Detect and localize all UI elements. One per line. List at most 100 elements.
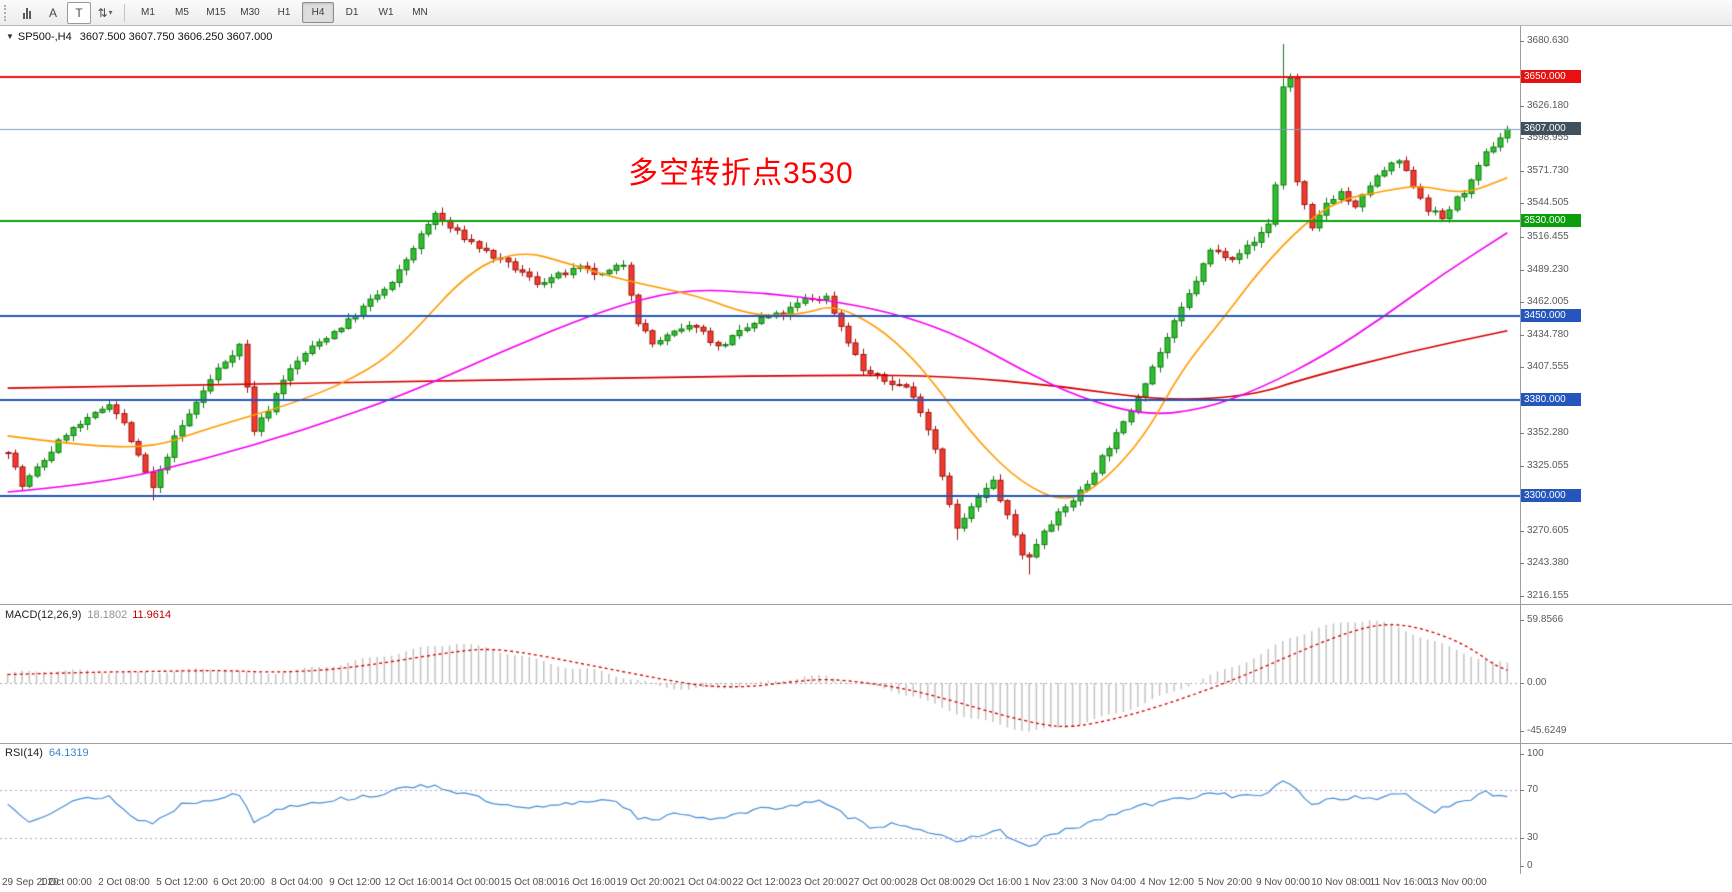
time-axis-label: 4 Nov 12:00 [1140,877,1194,888]
chart-bars-icon[interactable] [15,2,39,24]
rsi-axis-label: 30 [1527,832,1539,843]
axis-tick [1520,138,1524,139]
time-axis-label: 9 Nov 00:00 [1256,877,1310,888]
time-axis-label: 5 Nov 20:00 [1198,877,1252,888]
chart-area: ▼ SP500-,H4 3607.500 3607.750 3606.250 360… [0,26,1732,892]
macd-axis-label: 59.8566 [1527,614,1564,625]
rsi-axis-label: 100 [1527,748,1544,759]
time-axis-label: 13 Nov 00:00 [1427,877,1487,888]
tool-icons-group: A T ⇅ ▾ [14,1,118,24]
price-axis-label: 3462.005 [1527,296,1569,307]
panel-separator-macd[interactable] [0,604,1732,605]
time-scale[interactable]: 29 Sep 2020 1 Oct 00:00 2 Oct 08:00 5 Oct 1… [0,874,1732,892]
tf-button-H4[interactable]: H4 [302,2,334,23]
axis-tick [1520,367,1524,368]
time-axis-label: 29 Sep 2020 [2,877,59,888]
axis-tick [1520,620,1524,621]
time-axis-label: 6 Oct 20:00 [213,877,265,888]
time-axis-label: 8 Oct 04:00 [271,877,323,888]
arrow-tools-icon[interactable]: ⇅ ▾ [97,5,113,20]
time-axis-label: 15 Oct 08:00 [500,877,558,888]
dropdown-caret-icon: ▾ [108,8,113,17]
axis-tick [1520,838,1524,839]
tf-button-H1[interactable]: H1 [277,7,291,18]
axis-tick [1520,683,1524,684]
axis-tick [1520,203,1524,204]
axis-tick [1520,596,1524,597]
price-level-badge: 3650.000 [1521,70,1581,83]
macd-axis-label: -45.6249 [1527,725,1567,736]
price-level-badge: 3380.000 [1521,393,1581,406]
price-axis-label: 3516.455 [1527,231,1569,242]
chart-text-annotation[interactable]: 多空转折点3530 [628,157,854,190]
time-axis-label: 19 Oct 20:00 [616,877,674,888]
time-axis-label: 21 Oct 04:00 [674,877,732,888]
time-axis-label: 3 Nov 04:00 [1082,877,1136,888]
axis-tick [1520,466,1524,467]
time-axis-label: 10 Nov 08:00 [1311,877,1371,888]
time-axis-label: 28 Oct 08:00 [906,877,964,888]
price-axis-label: 3243.380 [1527,557,1569,568]
tf-button-MN[interactable]: MN [412,7,428,18]
time-axis-label: 12 Oct 16:00 [384,877,442,888]
axis-tick [1520,302,1524,303]
macd-header: MACD(12,26,9) 18.1802 11.9614 [5,609,171,621]
price-level-badge: 3300.000 [1521,489,1581,502]
time-axis-label: 16 Oct 16:00 [558,877,616,888]
time-axis-label: 1 Oct 00:00 [40,877,92,888]
panel-separator-rsi[interactable] [0,743,1732,744]
axis-tick [1520,866,1524,867]
chart-bars-icon [23,7,31,19]
time-axis-label: 1 Nov 23:00 [1024,877,1078,888]
tf-button-D1[interactable]: D1 [345,7,359,18]
price-axis-label: 3680.630 [1527,35,1569,46]
rsi-axis-label: 70 [1527,784,1539,795]
price-axis-label: 3544.505 [1527,197,1569,208]
rsi-value: 64.1319 [48,747,89,759]
axis-tick [1520,335,1524,336]
tf-button-M15[interactable]: M15 [206,7,226,18]
axis-tick [1520,270,1524,271]
price-axis-label: 3571.730 [1527,165,1569,176]
time-axis-label: 14 Oct 00:00 [442,877,500,888]
rsi-header: RSI(14) 64.1319 [5,747,89,759]
ohlc-values: 3607.500 3607.750 3606.250 3607.000 [79,31,273,43]
toolbar-grip[interactable] [4,4,10,21]
price-axis-label: 3325.055 [1527,460,1569,471]
text-tool-icon[interactable]: T [67,1,91,24]
chart-canvas[interactable] [0,26,1520,874]
symbol-info: ▼ SP500-,H4 3607.500 3607.750 3606.250 360… [6,31,272,43]
toolbar-separator [124,3,125,22]
tf-button-W1[interactable]: W1 [378,7,394,18]
price-axis-label: 3270.605 [1527,525,1569,536]
time-axis-label: 5 Oct 12:00 [156,877,208,888]
tf-button-M30[interactable]: M30 [240,7,260,18]
price-scale-separator [1520,26,1521,874]
cursor-letter-a-icon[interactable]: A [48,5,57,20]
time-axis-label: 23 Oct 20:00 [790,877,848,888]
symbol-period-label: SP500-,H4 [17,31,72,43]
rsi-axis-label: 0 [1527,860,1533,871]
price-axis-label: 3489.230 [1527,264,1569,275]
time-axis-label: 29 Oct 16:00 [964,877,1022,888]
axis-tick [1520,790,1524,791]
time-axis-label: 22 Oct 12:00 [732,877,790,888]
time-axis-label: 9 Oct 12:00 [329,877,381,888]
time-axis-label: 11 Nov 16:00 [1369,877,1429,888]
timeframe-group: M1 M5 M15 M30 H1 H4 D1 W1 MN [131,2,437,23]
time-axis-label: 2 Oct 08:00 [98,877,150,888]
macd-name: MACD(12,26,9) [5,609,82,621]
price-axis-label: 3434.780 [1527,329,1569,340]
macd-main-value: 18.1802 [87,609,128,621]
price-axis-label: 3216.155 [1527,590,1569,601]
tf-button-M5[interactable]: M5 [175,7,189,18]
price-level-badge: 3530.000 [1521,214,1581,227]
price-axis-label: 3626.180 [1527,100,1569,111]
axis-tick [1520,731,1524,732]
expander-triangle-icon[interactable]: ▼ [6,32,14,41]
axis-tick [1520,531,1524,532]
tf-button-M1[interactable]: M1 [141,7,155,18]
axis-tick [1520,563,1524,564]
price-level-badge: 3450.000 [1521,309,1581,322]
